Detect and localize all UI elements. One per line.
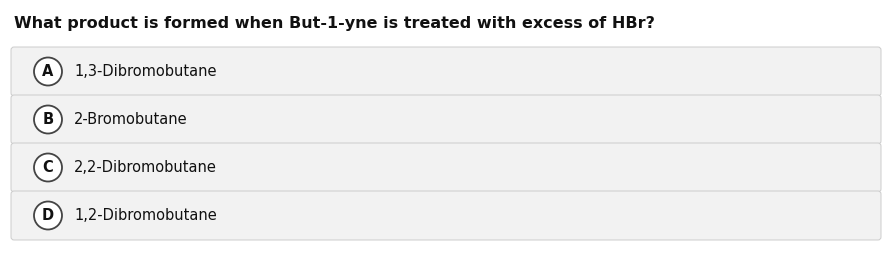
Text: B: B: [43, 112, 54, 127]
Ellipse shape: [34, 106, 62, 134]
FancyBboxPatch shape: [11, 95, 881, 144]
Text: C: C: [43, 160, 54, 175]
Text: 2-Bromobutane: 2-Bromobutane: [74, 112, 187, 127]
Ellipse shape: [34, 201, 62, 230]
Text: 2,2-Dibromobutane: 2,2-Dibromobutane: [74, 160, 217, 175]
Text: 1,3-Dibromobutane: 1,3-Dibromobutane: [74, 64, 217, 79]
Ellipse shape: [34, 154, 62, 182]
Text: 1,2-Dibromobutane: 1,2-Dibromobutane: [74, 208, 217, 223]
FancyBboxPatch shape: [11, 143, 881, 192]
Text: What product is formed when But-1-yne is treated with excess of HBr?: What product is formed when But-1-yne is…: [14, 16, 655, 31]
Text: A: A: [42, 64, 54, 79]
Text: D: D: [42, 208, 54, 223]
FancyBboxPatch shape: [11, 47, 881, 96]
FancyBboxPatch shape: [11, 191, 881, 240]
Ellipse shape: [34, 57, 62, 85]
